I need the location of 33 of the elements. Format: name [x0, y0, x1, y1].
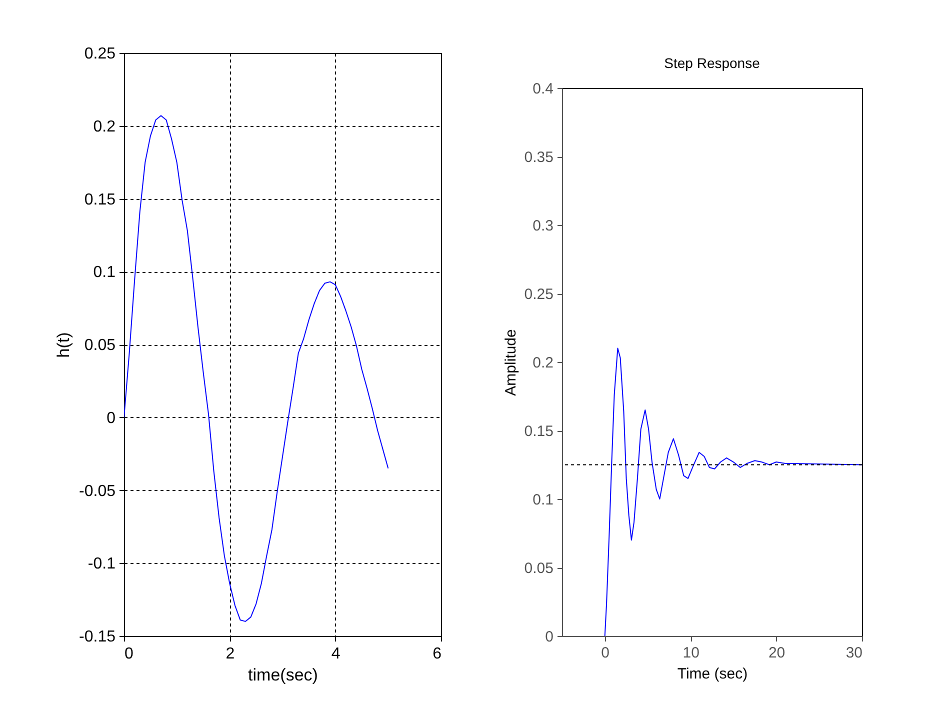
y-tick-label: 0.25 [84, 46, 116, 62]
x-tick-label: 0 [601, 644, 610, 662]
y-tick-label: 0.05 [84, 337, 116, 354]
y-axis-title: h(t) [54, 332, 74, 358]
y-tick-label: 0.4 [532, 80, 554, 98]
y-tick-label: 0 [106, 410, 116, 427]
x-tick-label: 10 [682, 644, 700, 662]
line-series [604, 348, 862, 636]
y-tick-label: 0.1 [93, 264, 116, 282]
x-tick-label: 30 [846, 644, 862, 662]
x-tick-label: 20 [768, 644, 786, 662]
x-tick-label: 4 [331, 646, 340, 662]
y-tick-label: -0.05 [79, 482, 116, 500]
x-axis-title: time(sec) [248, 666, 318, 684]
y-axis-title: Amplitude [502, 329, 520, 396]
y-tick-label: 0.35 [524, 149, 554, 166]
y-tick-label: 0.15 [524, 423, 554, 440]
y-tick-label: 0.05 [524, 560, 554, 577]
line-series [124, 115, 389, 622]
chart-title: Step Response [664, 55, 760, 71]
x-axis-title: Time (sec) [677, 666, 748, 682]
x-tick-label: 2 [226, 646, 235, 662]
x-tick-label: 0 [124, 646, 134, 662]
y-tick-label: 0.1 [532, 492, 554, 508]
y-tick-label: 0.2 [532, 354, 554, 372]
y-tick-label: 0.2 [93, 118, 116, 136]
y-tick-label: -0.15 [79, 628, 116, 646]
y-tick-label: -0.1 [88, 556, 116, 573]
y-tick-label: 0.25 [524, 286, 554, 303]
y-tick-label: 0.15 [84, 191, 116, 208]
y-tick-label: 0.3 [532, 218, 554, 234]
y-tick-label: 0 [545, 628, 554, 646]
x-tick-label: 6 [432, 646, 442, 662]
